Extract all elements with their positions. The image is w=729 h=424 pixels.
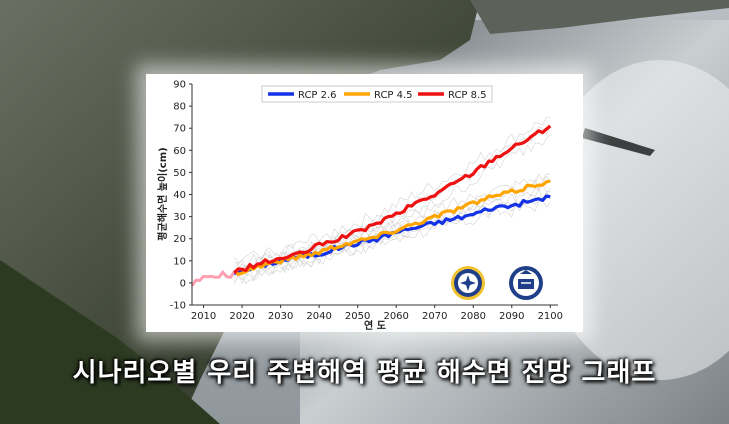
legend-label-rcp85: RCP 8.5 bbox=[448, 90, 487, 101]
university-emblem-logo bbox=[509, 266, 543, 300]
x-tick-label: 2030 bbox=[268, 311, 293, 322]
x-axis-label: 연 도 bbox=[364, 319, 386, 332]
y-tick-label: 60 bbox=[173, 146, 186, 157]
series-lines bbox=[190, 124, 552, 287]
ensemble-line bbox=[234, 175, 551, 275]
x-tick-label: 2070 bbox=[422, 311, 447, 322]
x-ticks: 2010 2020 2030 2040 2050 2060 2070 2080 2090 2100 bbox=[191, 305, 563, 322]
observed-line bbox=[190, 269, 239, 287]
y-tick-label: 80 bbox=[173, 102, 186, 113]
ensemble-line bbox=[234, 116, 551, 263]
y-tick-label: 70 bbox=[173, 124, 186, 135]
pier bbox=[582, 128, 655, 156]
ensemble-line bbox=[234, 187, 551, 271]
ensemble-line bbox=[234, 198, 551, 284]
far-headland bbox=[470, 0, 729, 34]
chart-panel: -10 0 10 20 30 40 50 60 70 80 90 2010 2020 2030 2040 2… bbox=[146, 74, 583, 332]
ensemble-line bbox=[234, 173, 551, 270]
y-ticks: -10 0 10 20 30 40 50 60 70 80 90 bbox=[170, 80, 192, 312]
x-tick-label: 2020 bbox=[229, 311, 254, 322]
khoa-emblem-logo bbox=[451, 266, 485, 300]
x-tick-label: 2080 bbox=[461, 311, 486, 322]
legend: RCP 2.6 RCP 4.5 RCP 8.5 bbox=[261, 85, 493, 103]
x-tick-label: 2060 bbox=[383, 311, 408, 322]
y-tick-label: 30 bbox=[173, 212, 186, 223]
y-tick-label: 50 bbox=[173, 168, 186, 179]
y-tick-label: -10 bbox=[170, 301, 186, 312]
y-tick-label: 0 bbox=[180, 278, 186, 289]
rcp85-line bbox=[233, 124, 552, 275]
x-tick-label: 2010 bbox=[191, 311, 216, 322]
x-tick-label: 2040 bbox=[306, 311, 331, 322]
foreground-hillside bbox=[0, 260, 220, 424]
y-tick-label: 10 bbox=[173, 256, 186, 267]
y-axis-label: 평균해수면 높이(cm) bbox=[156, 147, 169, 240]
sun-glare bbox=[540, 60, 729, 380]
ensemble-line bbox=[234, 134, 551, 283]
y-tick-label: 90 bbox=[173, 80, 186, 91]
x-tick-label: 2050 bbox=[345, 311, 370, 322]
x-tick-label: 2090 bbox=[499, 311, 524, 322]
legend-box bbox=[261, 85, 493, 103]
ensemble-line bbox=[234, 125, 551, 273]
legend-label-rcp45: RCP 4.5 bbox=[374, 90, 413, 101]
legend-label-rcp26: RCP 2.6 bbox=[298, 90, 337, 101]
caption-title: 시나리오별 우리 주변해역 평균 해수면 전망 그래프 bbox=[72, 358, 657, 388]
x-tick-label: 2100 bbox=[538, 311, 563, 322]
y-tick-label: 40 bbox=[173, 190, 186, 201]
y-tick-label: 20 bbox=[173, 234, 186, 245]
